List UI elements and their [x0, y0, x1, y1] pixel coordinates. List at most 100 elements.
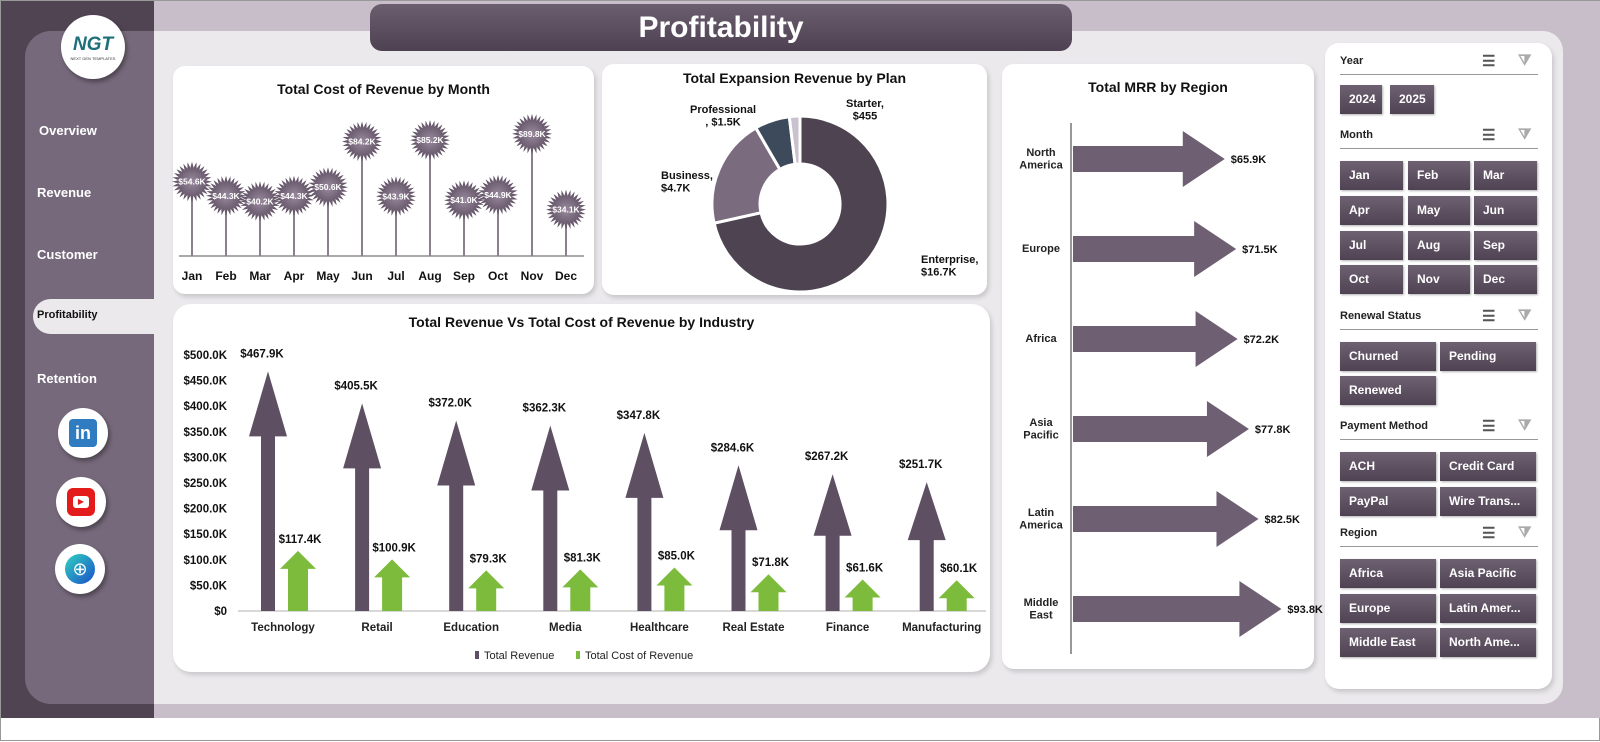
data-label-line: $251.7K: [899, 459, 943, 471]
slicer-button-wire-trans-[interactable]: Wire Trans...: [1440, 487, 1536, 516]
slicer-button-pending[interactable]: Pending: [1440, 342, 1536, 371]
clear-filter-icon[interactable]: ⧩: [1518, 417, 1532, 434]
chart-title: Total Revenue Vs Total Cost of Revenue b…: [408, 314, 755, 330]
y-tick-label: Asia Pacific: [1023, 417, 1058, 442]
data-label-line: $372.0K: [428, 398, 472, 410]
data-label: $467.9K: [240, 348, 284, 360]
multi-select-icon[interactable]: ☰: [1482, 525, 1496, 542]
data-label-line: Enterprise,: [921, 254, 978, 266]
x-tick-label: Sep: [453, 269, 475, 283]
revenue-arrow: [813, 474, 852, 611]
data-label: Business, $4.7K: [661, 170, 713, 195]
cost-arrow: [844, 579, 881, 611]
slicer-button-apr[interactable]: Apr: [1340, 196, 1403, 225]
data-label: $251.7K: [899, 459, 943, 471]
slicer-button-latin-amer-[interactable]: Latin Amer...: [1440, 594, 1536, 623]
data-label: $82.5K: [1264, 514, 1300, 526]
data-label: $81.3K: [564, 552, 602, 564]
multi-select-icon[interactable]: ☰: [1482, 418, 1496, 435]
slicer-button-paypal[interactable]: PayPal: [1340, 487, 1436, 516]
slicer-button-middle-east[interactable]: Middle East: [1340, 628, 1436, 657]
slicer-button-asia-pacific[interactable]: Asia Pacific: [1440, 559, 1536, 588]
starburst-marker: [546, 189, 586, 230]
nav-retention[interactable]: Retention: [37, 371, 97, 386]
slicer-button-dec[interactable]: Dec: [1474, 265, 1537, 294]
y-tick-label-line: $500.0K: [184, 350, 228, 362]
starburst-marker: [444, 180, 484, 221]
youtube-button[interactable]: ▶: [56, 477, 106, 527]
legend-label-line: Total Revenue: [484, 650, 554, 662]
slicer-button-jun[interactable]: Jun: [1474, 196, 1537, 225]
slicer-button-credit-card[interactable]: Credit Card: [1440, 452, 1536, 481]
slicer-button-aug[interactable]: Aug: [1408, 231, 1470, 260]
slicer-button-europe[interactable]: Europe: [1340, 594, 1436, 623]
clear-filter-icon[interactable]: ⧩: [1518, 524, 1532, 541]
cost-arrow: [562, 569, 599, 611]
logo-subtitle: NEXT GEN TEMPLATES: [70, 55, 116, 61]
cost-arrow: [280, 550, 316, 611]
y-tick-label: $150.0K: [184, 529, 228, 541]
data-label-line: $81.3K: [564, 552, 602, 564]
slicer-button-2025[interactable]: 2025: [1390, 85, 1434, 114]
data-label-line: $41.0K: [450, 195, 478, 205]
y-tick-label-line: $250.0K: [184, 478, 228, 490]
y-tick-label: Latin America: [1019, 507, 1063, 532]
slicer-button-churned[interactable]: Churned: [1340, 342, 1436, 371]
y-tick-label-line: $300.0K: [184, 452, 228, 464]
donut-slice: [787, 114, 802, 166]
nav-customer[interactable]: Customer: [37, 247, 98, 262]
slicer-button-may[interactable]: May: [1408, 196, 1470, 225]
y-tick-label: North America: [1019, 147, 1063, 172]
data-label-line: $467.9K: [240, 348, 284, 360]
chart-title: Total Expansion Revenue by Plan: [682, 70, 906, 86]
x-tick-label-line: Retail: [361, 622, 392, 634]
y-tick-label: $0: [214, 606, 227, 618]
data-label-line: $405.5K: [334, 380, 378, 392]
slicer-button-mar[interactable]: Mar: [1474, 161, 1537, 190]
data-label: $34.1K: [552, 205, 580, 215]
data-label-line: $117.4K: [279, 534, 323, 546]
slicer-title: Renewal Status: [1340, 310, 1422, 322]
data-label: $85.2K: [416, 135, 444, 145]
slicer-button-africa[interactable]: Africa: [1340, 559, 1436, 588]
x-tick-label: Mar: [249, 269, 271, 283]
y-tick-label-line: North: [1026, 147, 1056, 159]
data-label-line: $43.9K: [382, 191, 410, 201]
nav-overview[interactable]: Overview: [39, 123, 97, 138]
slicer-button-nov[interactable]: Nov: [1408, 265, 1470, 294]
y-tick-label: $400.0K: [184, 401, 228, 413]
linkedin-button[interactable]: in: [58, 408, 108, 458]
clear-filter-icon[interactable]: ⧩: [1518, 307, 1532, 324]
slicer-button-north-ame-[interactable]: North Ame...: [1440, 628, 1536, 657]
slicer-button-oct[interactable]: Oct: [1340, 265, 1403, 294]
data-label: $89.8K: [518, 129, 546, 139]
clear-filter-icon[interactable]: ⧩: [1518, 52, 1532, 69]
data-label: $79.3K: [470, 553, 508, 565]
x-tick-label-line: Apr: [284, 269, 305, 283]
nav-profitability[interactable]: Profitability: [33, 299, 158, 334]
slicer-button-sep[interactable]: Sep: [1474, 231, 1537, 260]
data-label: $284.6K: [711, 442, 755, 454]
multi-select-icon[interactable]: ☰: [1482, 127, 1496, 144]
region-arrow: [1073, 221, 1237, 277]
y-tick-label-line: $400.0K: [184, 401, 228, 413]
data-label-line: Business,: [661, 170, 713, 182]
slicer-button-jul[interactable]: Jul: [1340, 231, 1403, 260]
slicer-button-renewed[interactable]: Renewed: [1340, 376, 1436, 405]
multi-select-icon[interactable]: ☰: [1482, 53, 1496, 70]
y-tick-label-line: America: [1019, 160, 1063, 172]
slicer-button-feb[interactable]: Feb: [1408, 161, 1470, 190]
slicer-button-ach[interactable]: ACH: [1340, 452, 1436, 481]
nav-revenue[interactable]: Revenue: [37, 185, 92, 200]
website-button[interactable]: ⊕: [55, 544, 105, 594]
slicer-button-2024[interactable]: 2024: [1340, 85, 1382, 114]
region-arrow: [1073, 491, 1259, 547]
slicer-button-jan[interactable]: Jan: [1340, 161, 1403, 190]
data-label-line: $89.8K: [518, 129, 546, 139]
starburst-marker: [512, 113, 552, 154]
x-tick-label-line: Sep: [453, 269, 475, 283]
multi-select-icon[interactable]: ☰: [1482, 308, 1496, 325]
data-label-line: $71.8K: [752, 557, 790, 569]
data-label: Enterprise, $16.7K: [921, 254, 978, 279]
clear-filter-icon[interactable]: ⧩: [1518, 126, 1532, 143]
